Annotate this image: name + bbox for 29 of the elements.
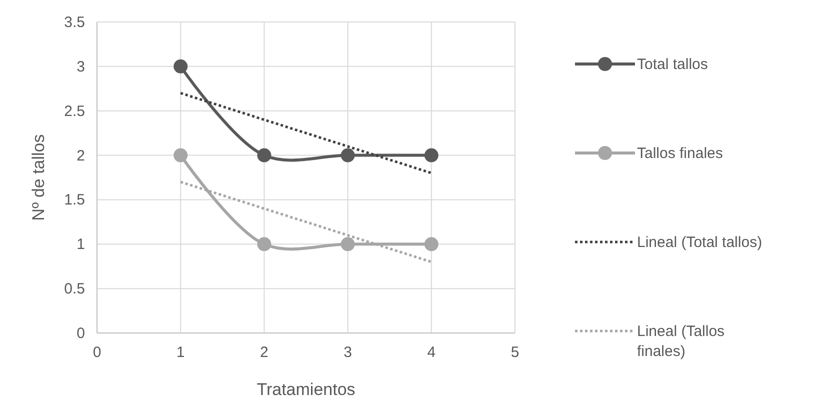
y-tick-label: 0.5: [64, 280, 85, 298]
y-tick-label: 3.5: [64, 14, 85, 31]
point: [257, 148, 272, 162]
legend-label: Tallos finales: [637, 145, 723, 162]
y-tick-label: 2: [76, 147, 85, 164]
point: [257, 237, 272, 252]
point: [424, 148, 438, 162]
legend-label: Lineal (Total tallos): [637, 234, 762, 251]
point: [174, 59, 188, 74]
x-tick-label: 4: [427, 344, 436, 361]
point: [340, 237, 355, 252]
point: [424, 237, 438, 252]
legend-label: Total tallos: [637, 56, 708, 73]
y-tick-label: 3: [76, 58, 85, 76]
line-series: [179, 92, 433, 174]
y-tick-label: 2.5: [64, 102, 85, 120]
x-tick-label: 2: [260, 344, 268, 361]
x-tick-label: 3: [344, 344, 352, 361]
x-tick-label: 1: [176, 344, 185, 361]
y-axis-title: Nº de tallos: [29, 134, 48, 221]
legend-label: Lineal (Tallos finales): [637, 323, 725, 360]
y-tick-label: 0: [76, 325, 85, 342]
x-tick-label: 0: [92, 344, 102, 361]
x-tick-label: 5: [510, 344, 520, 361]
y-tick-label: 1.5: [64, 192, 85, 209]
point: [174, 148, 188, 162]
x-axis-title: Tratamientos: [256, 380, 356, 399]
y-tick-label: 1: [76, 236, 85, 254]
point: [340, 148, 355, 162]
